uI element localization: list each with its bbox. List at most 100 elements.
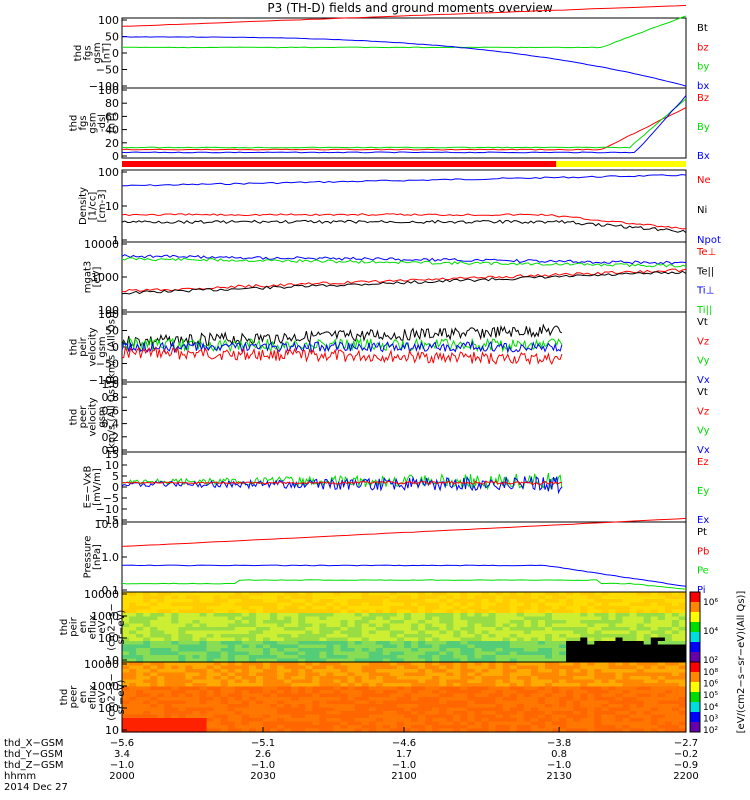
spectro-cell — [284, 711, 292, 716]
spectro-cell — [439, 700, 447, 705]
spectro-cell — [502, 630, 511, 635]
spectro-cell — [502, 725, 511, 730]
spectro-cell — [326, 644, 334, 649]
spectro-cell — [368, 641, 377, 646]
spectro-cell — [608, 714, 617, 719]
spectro-cell — [248, 613, 257, 618]
spectro-cell — [545, 718, 553, 723]
spectro-cell — [312, 592, 320, 597]
spectro-cell — [545, 714, 553, 719]
spectro-cell — [657, 634, 666, 639]
spectro-cell — [411, 679, 419, 684]
spectro-cell — [509, 693, 518, 698]
spectro-cell — [150, 648, 158, 653]
spectro-cell — [664, 627, 673, 632]
spectro-cell — [326, 655, 334, 660]
spectro-cell — [594, 711, 602, 716]
spectro-cell — [678, 662, 687, 667]
spectro-cell — [375, 669, 384, 674]
spectro-cell — [439, 595, 447, 600]
spectro-cell — [241, 641, 250, 646]
spectro-cell — [263, 704, 271, 709]
spectro-cell — [580, 616, 588, 621]
spectro-cell — [573, 725, 581, 730]
spectro-cell — [516, 700, 525, 705]
spectro-cell — [157, 697, 165, 702]
spectro-cell — [650, 644, 659, 649]
spectro-cell — [657, 658, 666, 663]
spectro-cell — [326, 683, 334, 688]
spectro-cell — [552, 718, 560, 723]
spectro-cell — [270, 707, 278, 712]
spectro-cell — [474, 672, 483, 677]
spectro-cell — [157, 623, 165, 628]
spectro-cell — [150, 711, 158, 716]
spectro-cell — [354, 662, 363, 667]
spectro-cell — [150, 700, 158, 705]
spectro-cell — [305, 620, 313, 625]
spectro-cell — [538, 672, 546, 677]
spectro-cell — [664, 665, 673, 670]
spectro-cell — [389, 679, 398, 684]
spectro-cell — [255, 690, 264, 695]
spectro-cell — [622, 676, 631, 681]
spectro-cell — [185, 595, 193, 600]
spectro-cell — [129, 676, 137, 681]
spectro-cell — [495, 665, 504, 670]
spectro-cell — [375, 592, 384, 597]
spectro-cell — [566, 679, 574, 684]
spectro-cell — [199, 623, 208, 628]
spectro-cell — [185, 609, 193, 614]
spectro-cell — [453, 725, 461, 730]
spectro-cell — [509, 686, 518, 691]
spectro-cell — [495, 683, 504, 688]
spectro-cell — [608, 655, 617, 660]
spectro-cell — [143, 662, 151, 667]
spectro-cell — [136, 725, 144, 730]
spectro-cell — [453, 721, 461, 726]
spectro-cell — [319, 711, 327, 716]
spectro-cell — [460, 651, 468, 656]
spectro-cell — [460, 728, 468, 733]
spectro-cell — [404, 669, 412, 674]
spectro-cell — [171, 599, 179, 604]
spectro-cell — [248, 602, 257, 607]
spectro-cell — [538, 651, 546, 656]
spectro-cell — [509, 679, 518, 684]
spectro-cell — [573, 686, 581, 691]
spectro-cell — [192, 627, 201, 632]
spectro-cell — [404, 602, 412, 607]
spectro-cell — [439, 644, 447, 649]
spectro-cell — [502, 662, 511, 667]
spectro-cell — [516, 634, 525, 639]
spectro-cell — [678, 602, 687, 607]
spectro-cell — [326, 658, 334, 663]
spectro-cell — [234, 595, 243, 600]
spectro-cell — [481, 595, 490, 600]
spectro-cell — [657, 641, 666, 646]
spectro-cell — [530, 613, 539, 618]
spectro-cell — [404, 634, 412, 639]
spectro-cell — [220, 595, 229, 600]
spectro-cell — [636, 707, 645, 712]
spectro-cell — [678, 644, 687, 649]
spectro-cell — [418, 623, 426, 628]
spectro-cell — [312, 704, 320, 709]
spectro-cell — [495, 648, 504, 653]
spectro-cell — [523, 672, 532, 677]
spectro-cell — [636, 637, 645, 642]
spectro-cell — [425, 658, 433, 663]
spectro-cell — [241, 679, 250, 684]
spectro-cell — [502, 704, 511, 709]
spectro-cell — [396, 707, 405, 712]
spectro-cell — [425, 609, 433, 614]
spectro-cell — [502, 683, 511, 688]
spectro-cell — [136, 595, 144, 600]
spectro-cell — [488, 707, 497, 712]
spectro-cell — [538, 648, 546, 653]
spectro-cell — [545, 634, 553, 639]
spectro-cell — [164, 641, 172, 646]
spectro-cell — [389, 609, 398, 614]
spectro-cell — [530, 679, 539, 684]
spectro-cell — [305, 609, 313, 614]
